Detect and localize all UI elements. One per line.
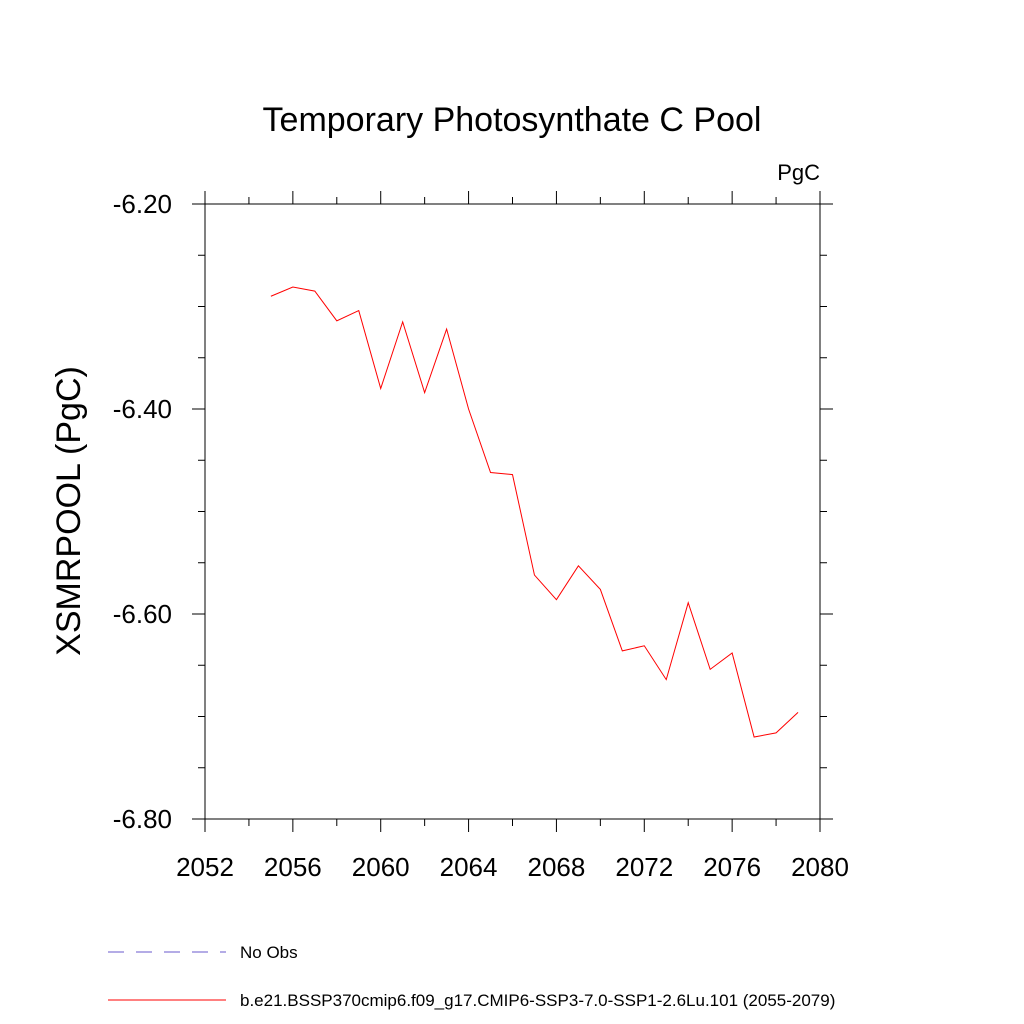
units-label: PgC <box>777 160 820 185</box>
y-axis-label: XSMRPOOL (PgC) <box>50 366 88 656</box>
y-tick-label: -6.60 <box>113 599 172 629</box>
x-tick-label: 2072 <box>615 852 673 882</box>
x-tick-label: 2080 <box>791 852 849 882</box>
x-tick-label: 2064 <box>440 852 498 882</box>
legend-label: No Obs <box>240 943 298 962</box>
legend: No Obs b.e21.BSSP370cmip6.f09_g17.CMIP6-S… <box>108 943 835 1010</box>
x-tick-label: 2056 <box>264 852 322 882</box>
x-axis: 2052 2056 2060 2064 2068 2072 2076 2080 <box>176 191 849 882</box>
y-axis: -6.80 -6.60 -6.40 -6.20 <box>113 189 833 834</box>
x-tick-label: 2052 <box>176 852 234 882</box>
y-tick-label: -6.80 <box>113 804 172 834</box>
series-layer <box>270 286 799 738</box>
x-tick-label: 2068 <box>528 852 586 882</box>
x-tick-label: 2076 <box>703 852 761 882</box>
series-line <box>270 286 799 738</box>
plot-frame <box>204 203 821 820</box>
y-tick-label: -6.20 <box>113 189 172 219</box>
chart-title: Temporary Photosynthate C Pool <box>263 101 762 139</box>
legend-label: b.e21.BSSP370cmip6.f09_g17.CMIP6-SSP3-7.… <box>240 991 835 1010</box>
y-tick-label: -6.40 <box>113 394 172 424</box>
x-tick-label: 2060 <box>352 852 410 882</box>
